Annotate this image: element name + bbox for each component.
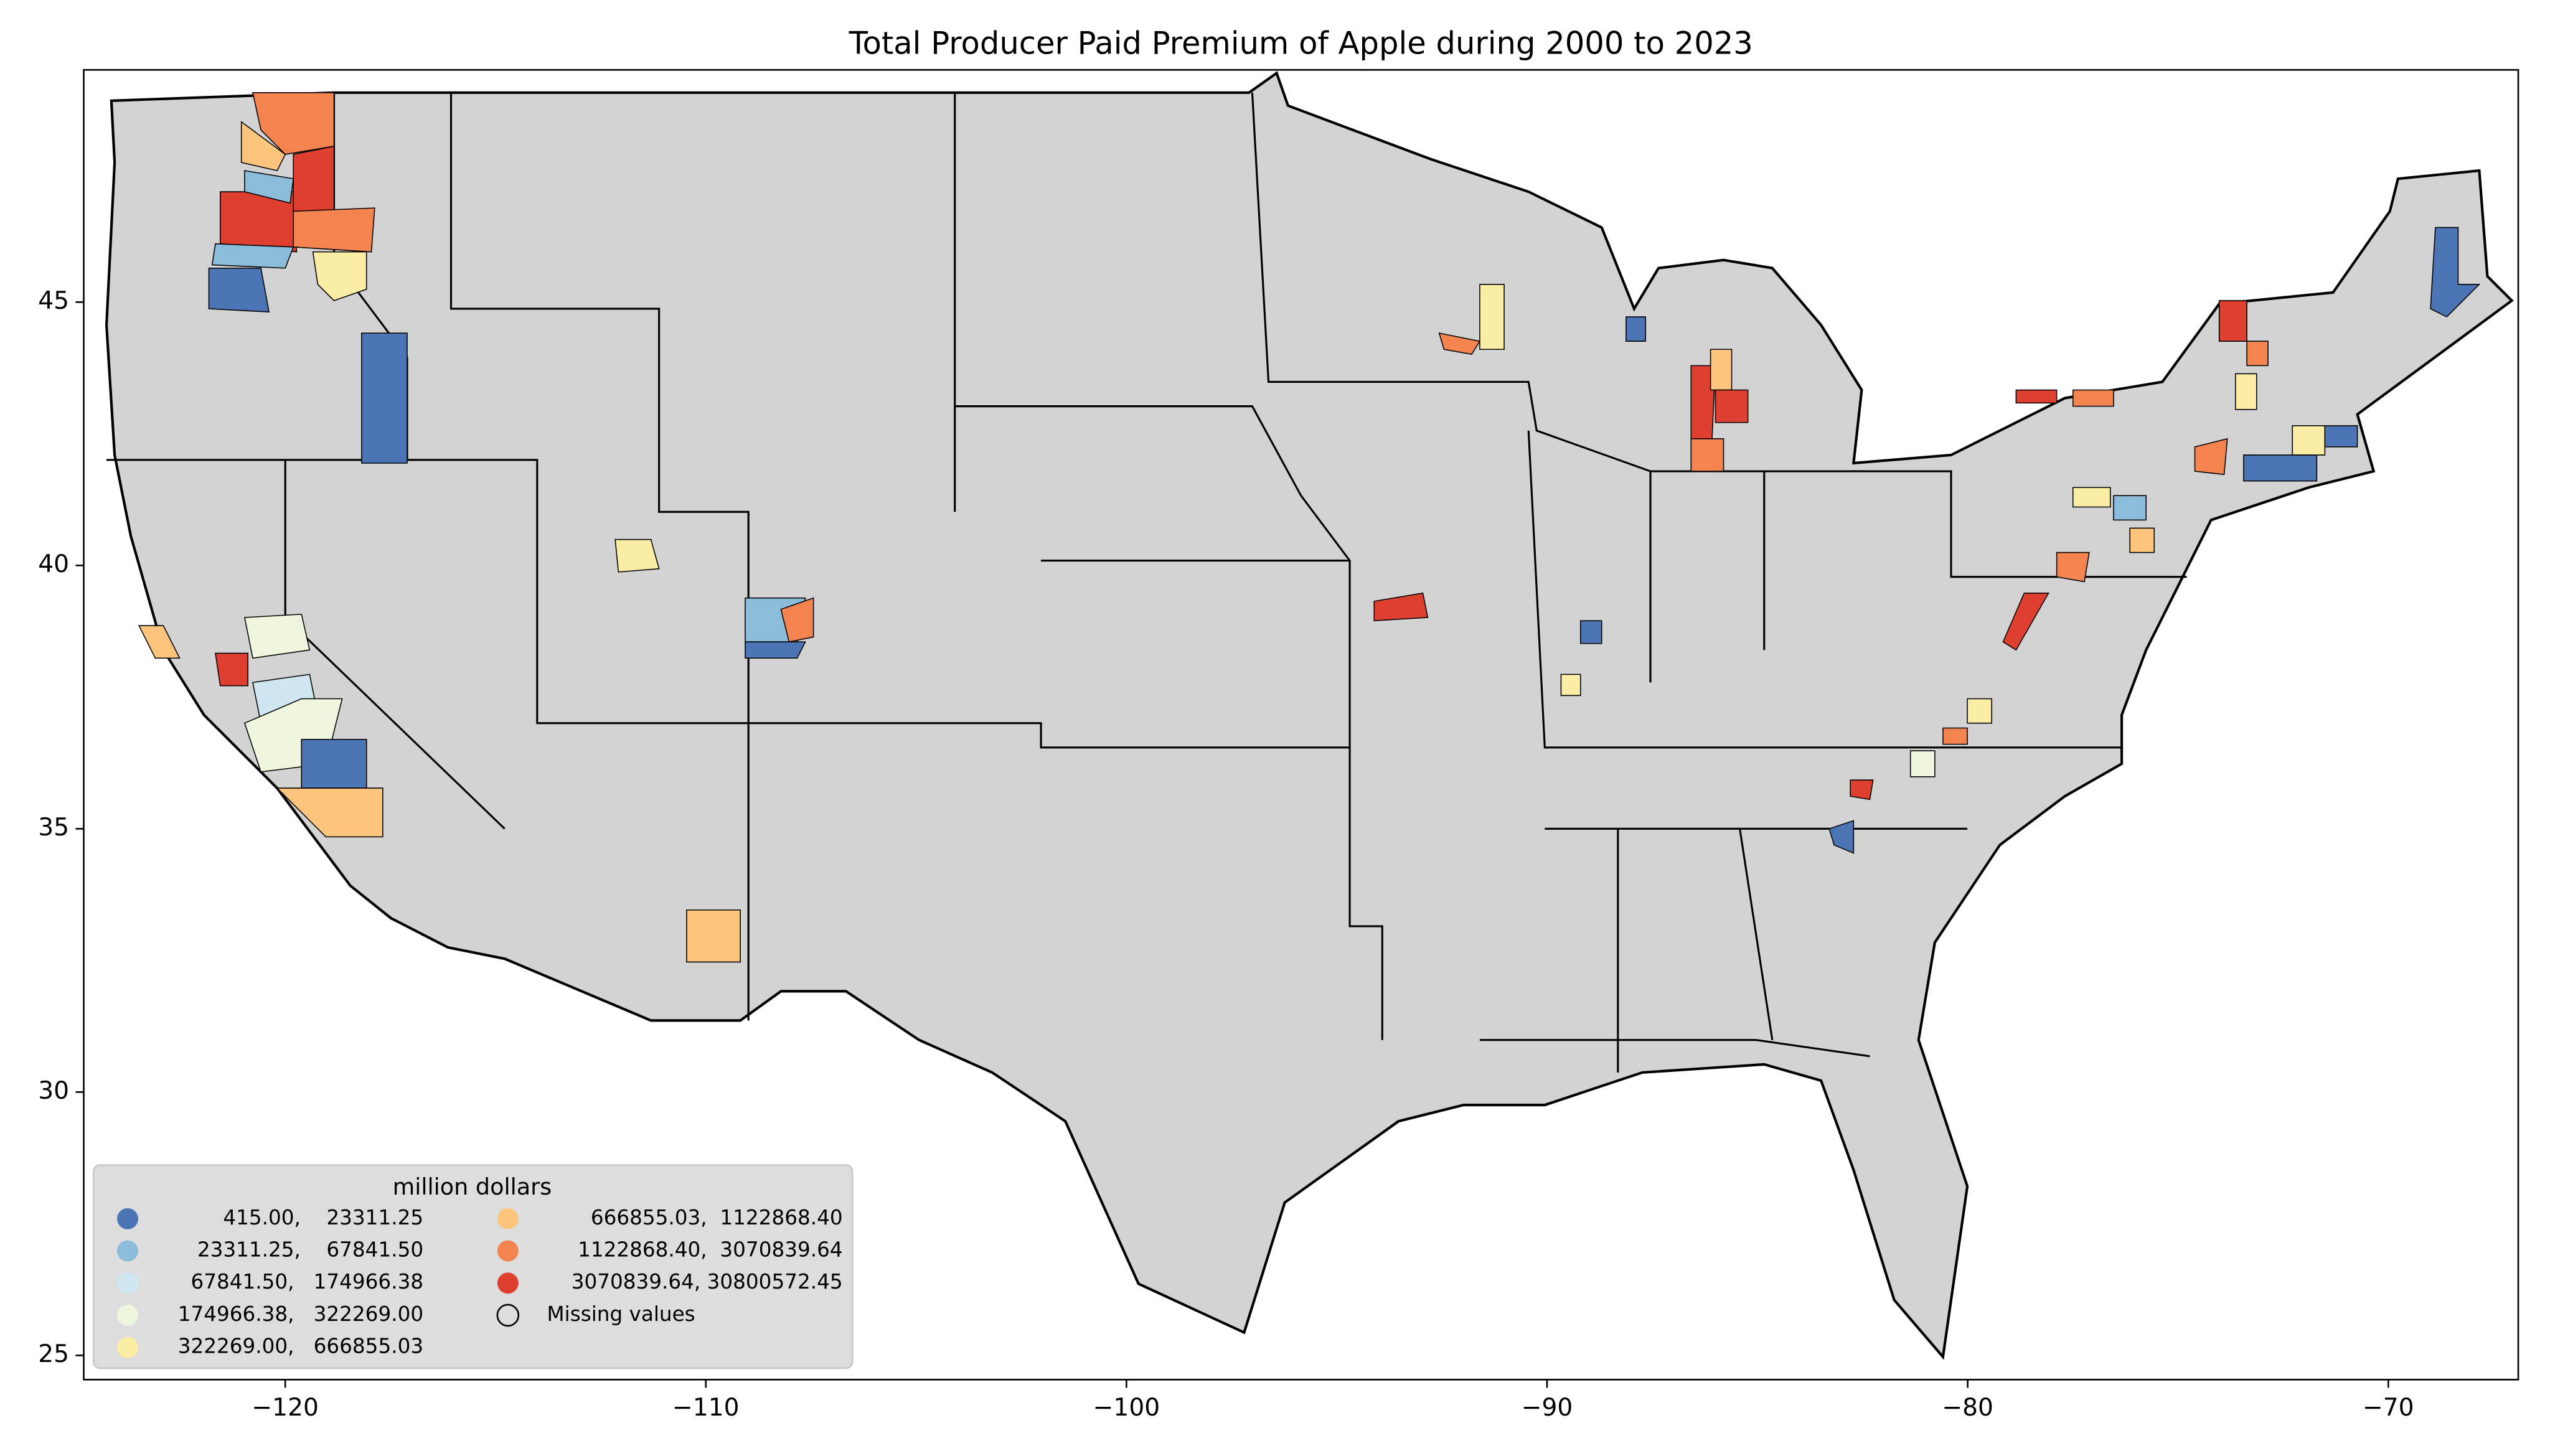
county: [1626, 316, 1646, 342]
county: [293, 207, 375, 253]
plot-frame: [83, 68, 2519, 1381]
county: [1828, 820, 1855, 854]
legend-label: 67841.50, 174966.38: [191, 1270, 424, 1294]
legend-marker: [117, 1272, 138, 1294]
county: [1479, 284, 1505, 350]
axes: −120 −110 −100 −90 −80 −70 25 30 35 40 45: [38, 287, 2414, 1422]
y-tick-label: 45: [38, 287, 69, 315]
county: [1850, 779, 1874, 801]
county: [2113, 495, 2147, 521]
county: [211, 243, 294, 269]
legend-marker: [497, 1240, 519, 1262]
legend: million dollars 415.00, 23311.25 23311.25…: [92, 1164, 854, 1369]
y-tick-label: 25: [38, 1340, 69, 1368]
legend-label: 174966.38, 322269.00: [178, 1302, 423, 1326]
county: [2002, 593, 2049, 651]
county: [293, 145, 335, 212]
legend-label: Missing values: [547, 1302, 695, 1326]
county: [2235, 373, 2257, 410]
county: [1909, 750, 1936, 777]
county: [208, 267, 270, 313]
legend-marker: [117, 1240, 138, 1262]
legend-marker: [117, 1208, 138, 1229]
county: [2072, 487, 2111, 508]
county: [780, 597, 814, 643]
legend-label: 415.00, 23311.25: [223, 1206, 423, 1229]
legend-title: million dollars: [393, 1173, 552, 1200]
county: [2015, 389, 2058, 404]
county: [2292, 425, 2326, 456]
legend-label: 666855.03, 1122868.40: [591, 1206, 843, 1229]
county: [1942, 727, 1968, 745]
legend-label: 23311.25, 67841.50: [197, 1238, 423, 1262]
county: [2324, 425, 2358, 448]
x-tick-label: −70: [2363, 1394, 2414, 1422]
y-tick-label: 35: [38, 814, 69, 842]
x-tick-label: −120: [252, 1394, 319, 1422]
x-tick-label: −100: [1093, 1394, 1160, 1422]
county: [2129, 527, 2155, 553]
county: [244, 170, 294, 204]
county: [252, 92, 335, 155]
county: [240, 121, 286, 172]
map: [105, 71, 2514, 1360]
county: [138, 625, 181, 659]
county: [1438, 332, 1481, 355]
county: [1373, 592, 1429, 622]
county: [2246, 341, 2269, 367]
county: [312, 251, 367, 301]
county: [1690, 438, 1724, 472]
x-tick-label: −90: [1522, 1394, 1573, 1422]
county: [2430, 227, 2481, 317]
legend-marker: [497, 1272, 519, 1294]
county: [244, 613, 311, 659]
legend-marker: [496, 1303, 520, 1327]
county: [2218, 300, 2247, 342]
county: [2056, 552, 2090, 583]
county: [614, 538, 660, 573]
us-outline: [105, 71, 2514, 1360]
chart-title: Total Producer Paid Premium of Apple dur…: [849, 26, 1753, 62]
legend-label: 3070839.64, 30800572.45: [572, 1270, 843, 1294]
legend-marker: [117, 1336, 138, 1358]
county: [2194, 438, 2228, 476]
county: [2072, 389, 2114, 407]
x-tick-label: −80: [1942, 1394, 1993, 1422]
county: [1710, 349, 1733, 391]
county: [1715, 389, 1749, 423]
y-tick-label: 30: [38, 1077, 69, 1105]
legend-box: [92, 1164, 854, 1369]
county: [745, 641, 806, 659]
legend-marker: [497, 1208, 519, 1229]
legend-label: 1122868.40, 3070839.64: [578, 1238, 842, 1262]
county: [301, 738, 367, 789]
county: [2243, 454, 2318, 482]
county: [686, 909, 741, 963]
county: [215, 652, 248, 687]
county: [1967, 698, 1993, 724]
county: [1579, 620, 1602, 644]
y-tick-label: 40: [38, 550, 69, 578]
county: [1560, 674, 1581, 697]
county: [361, 332, 408, 464]
county: [276, 787, 383, 838]
legend-marker: [117, 1304, 138, 1326]
legend-label: 322269.00, 666855.03: [178, 1335, 423, 1358]
counties: [138, 92, 2481, 963]
x-tick-label: −110: [672, 1394, 740, 1422]
